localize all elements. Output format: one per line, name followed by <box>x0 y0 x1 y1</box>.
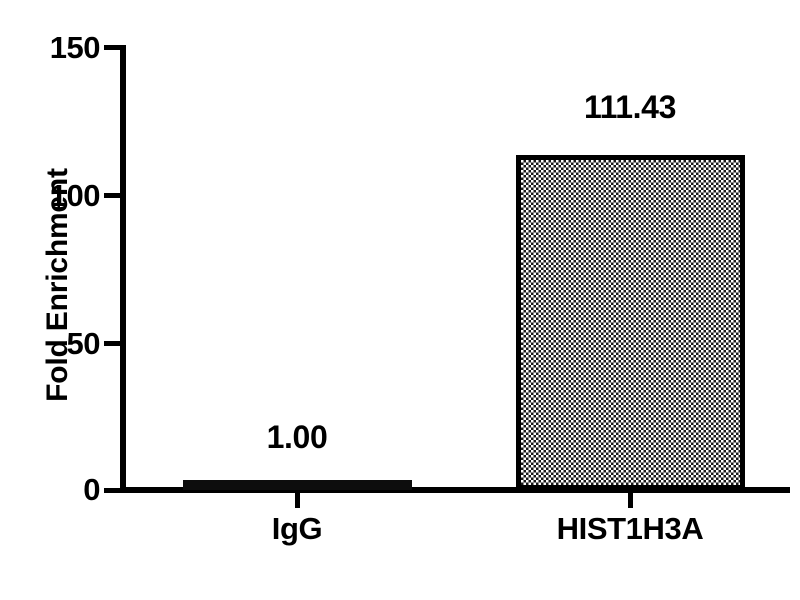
y-axis-line <box>120 45 126 493</box>
y-tick-label-100: 100 <box>49 178 101 213</box>
y-tick-label-50: 50 <box>66 326 101 361</box>
y-tick-label-150: 150 <box>49 30 101 65</box>
y-tick-mark-150 <box>104 45 121 50</box>
y-tick-mark-100 <box>104 193 121 198</box>
bar-igg <box>183 480 412 490</box>
x-tick-label-hist1h3a: HIST1H3A <box>556 511 704 546</box>
y-tick-mark-50 <box>104 341 121 346</box>
x-tick-mark-igg <box>295 492 300 508</box>
x-tick-mark-hist1h3a <box>628 492 633 508</box>
y-axis-title: Fold Enrichment <box>41 168 74 402</box>
bar-value-label-igg: 1.00 <box>266 419 328 455</box>
x-axis-line <box>120 487 790 493</box>
y-tick-mark-0 <box>104 488 121 493</box>
y-tick-label-0: 0 <box>83 472 100 507</box>
bar-hist1h3a <box>516 155 745 490</box>
bar-value-label-hist1h3a: 111.43 <box>584 89 676 125</box>
x-tick-label-igg: IgG <box>271 511 323 546</box>
